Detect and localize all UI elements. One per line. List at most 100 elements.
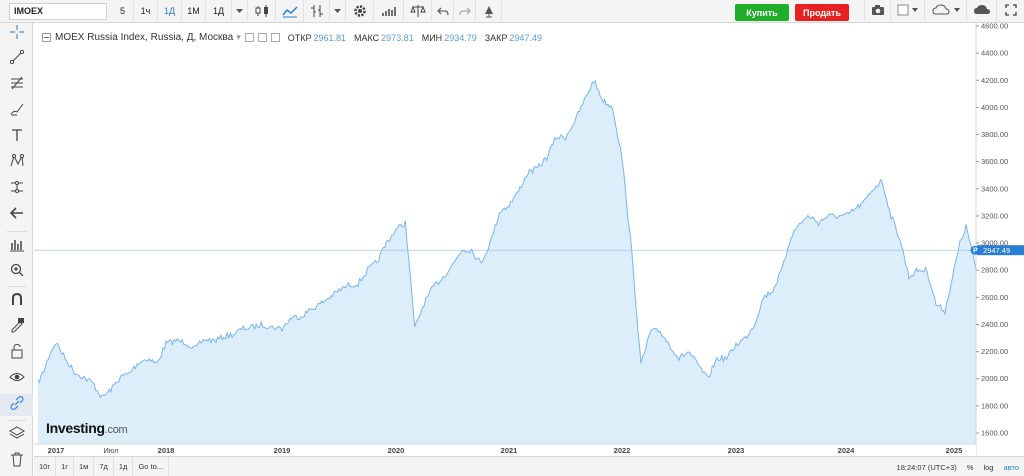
studies-button[interactable]: [374, 0, 404, 23]
settings-button[interactable]: [346, 0, 374, 23]
fullscreen-button[interactable]: [996, 0, 1024, 23]
data-point-2016-11: [43, 370, 45, 372]
data-point-2018-07: [223, 336, 225, 338]
auto-scale-toggle[interactable]: авто: [1003, 462, 1019, 472]
data-point-2023-12: [836, 215, 838, 217]
low-label: МИН: [421, 32, 443, 43]
measure-tool[interactable]: [0, 178, 33, 200]
data-point-2021-07: [565, 136, 567, 138]
chart-legend: MOEX Russia Index, Russia, Д, Москва ▾ О…: [42, 32, 542, 43]
area-chart-button[interactable]: [276, 0, 304, 23]
trend-line-tool[interactable]: [0, 48, 33, 70]
magnet-tool[interactable]: [0, 290, 33, 312]
buy-button[interactable]: Купить: [735, 4, 789, 21]
studies-icon: [381, 4, 397, 18]
series-line[interactable]: [37, 79, 979, 399]
alert-button[interactable]: [476, 0, 502, 23]
undo-button[interactable]: [432, 0, 454, 23]
layout-button[interactable]: [890, 0, 924, 23]
lock-icon: [9, 343, 25, 364]
pattern-tool[interactable]: [0, 152, 33, 174]
text-tool[interactable]: [0, 126, 33, 148]
goto-date-button[interactable]: Go to...: [133, 456, 170, 476]
delete-tool[interactable]: [0, 450, 33, 472]
data-point-2022-11: [716, 358, 718, 360]
price-chart[interactable]: 1600.00 1800.00 2000.00 2200.00 2400.00 2600.…: [34, 23, 1024, 456]
log-toggle[interactable]: log: [983, 462, 994, 472]
compare-button[interactable]: [404, 0, 432, 23]
percent-toggle[interactable]: %: [966, 462, 974, 472]
interval-dropdown[interactable]: [232, 0, 248, 23]
fib-tool[interactable]: [0, 74, 33, 96]
interval-1m[interactable]: 1М: [182, 0, 206, 23]
crosshair-tool[interactable]: [0, 23, 33, 45]
range-1y[interactable]: 1г: [56, 456, 74, 476]
interval-1d[interactable]: 1Д: [158, 0, 182, 23]
chart-area[interactable]: 1600.00 1800.00 2000.00 2200.00 2400.00 2600.…: [34, 23, 1024, 456]
y-tick-label: 1800.00: [981, 401, 1008, 410]
data-point-2023-06: [781, 269, 783, 271]
price-flag-icon[interactable]: [970, 245, 980, 255]
zoom-bars-icon: [9, 236, 25, 257]
indicators-button[interactable]: [304, 0, 330, 23]
brush-tool[interactable]: [0, 100, 33, 122]
fib-icon: [9, 75, 25, 96]
range-1m[interactable]: 1м: [74, 456, 95, 476]
legend-close-icon[interactable]: [270, 33, 280, 42]
visibility-tool[interactable]: [0, 368, 33, 390]
data-point-2018-02: [175, 340, 177, 342]
range-1d[interactable]: 1д: [114, 456, 134, 476]
redo-button[interactable]: [454, 0, 476, 23]
cloud-load-button[interactable]: [966, 0, 996, 23]
data-point-2018-06: [214, 340, 216, 342]
y-tick-label: 2200.00: [981, 347, 1008, 356]
clock-time[interactable]: 18:24:07 (UTC+3): [896, 462, 957, 472]
link-tool[interactable]: [0, 394, 33, 416]
data-point-2022-01: [621, 157, 623, 159]
data-point-2022-04: [650, 331, 652, 333]
zoom-tool[interactable]: [0, 261, 33, 283]
legend-collapse-icon[interactable]: [42, 33, 51, 42]
data-point-2018-12: [272, 326, 274, 328]
data-point-2023-09: [809, 215, 811, 217]
candles-button[interactable]: [248, 0, 276, 23]
data-point-2022-12: [726, 358, 728, 360]
symbol-input[interactable]: IMOEX: [9, 2, 107, 20]
interval-5[interactable]: 5: [112, 0, 134, 23]
data-point-2024-08: [908, 276, 910, 278]
zoom-bars-tool[interactable]: [0, 235, 33, 257]
data-point-2024-07: [899, 238, 901, 240]
x-tick-label: Июл: [103, 446, 118, 455]
lock-tool[interactable]: [0, 342, 33, 364]
x-tick-label: 2024: [838, 446, 856, 455]
screenshot-button[interactable]: [864, 0, 890, 23]
range-10y[interactable]: 10г: [34, 456, 57, 476]
data-point-2022-06: [669, 344, 671, 346]
data-point-2024-11: [935, 303, 937, 305]
settings-icon: [353, 4, 367, 18]
legend-visibility-icon[interactable]: [244, 33, 254, 42]
legend-settings-chevron-icon[interactable]: ▾: [236, 32, 241, 42]
interval-1d-alt[interactable]: 1Д: [206, 0, 232, 23]
y-tick-label: 2800.00: [981, 266, 1008, 275]
lock-drawings-tool[interactable]: [0, 316, 33, 338]
cloud-load-icon: [973, 3, 991, 21]
data-point-2020-03: [414, 328, 416, 330]
sell-button[interactable]: Продать: [795, 4, 849, 21]
layers-tool[interactable]: [0, 424, 33, 446]
data-point-2017-01: [55, 341, 57, 343]
data-point-2023-01: [735, 344, 737, 346]
range-7d[interactable]: 7д: [94, 456, 114, 476]
interval-1h[interactable]: 1ч: [134, 0, 158, 23]
x-tick-label: 2020: [388, 446, 405, 455]
y-tick-label: 3600.00: [981, 157, 1008, 166]
y-tick-label: 3200.00: [981, 211, 1008, 220]
indicators-dropdown[interactable]: [330, 0, 346, 23]
high-value: 2973.81: [381, 32, 414, 43]
sidebar-divider: [7, 286, 26, 287]
data-point-2017-04: [83, 377, 85, 379]
back-arrow-tool[interactable]: [0, 204, 33, 226]
data-point-2021-04: [537, 168, 539, 170]
cloud-save-button[interactable]: [924, 0, 966, 23]
legend-settings-icon[interactable]: [257, 33, 267, 42]
